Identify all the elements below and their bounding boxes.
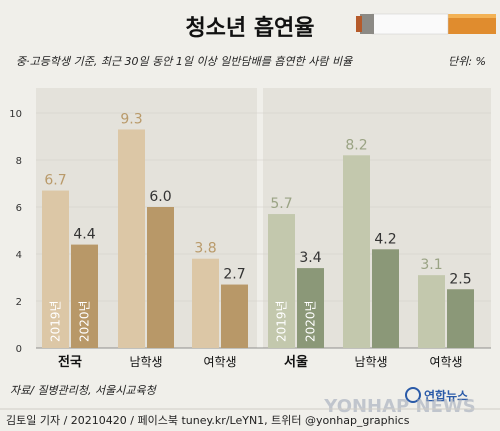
source-note: 자료/ 질병관리청, 서울시교육청 xyxy=(10,384,158,397)
bar xyxy=(343,155,370,348)
bar xyxy=(268,214,295,348)
y-tick-label: 6 xyxy=(16,203,22,214)
bar xyxy=(42,190,69,348)
data-label: 6.7 xyxy=(44,173,66,189)
y-tick-label: 10 xyxy=(9,109,22,120)
cigarette-icon xyxy=(356,13,496,35)
data-label: 3.4 xyxy=(299,250,321,266)
data-label: 4.2 xyxy=(374,231,396,247)
y-tick-label: 0 xyxy=(16,344,22,355)
y-axis: 0 2 4 6 8 10 xyxy=(9,109,491,355)
category-label: 여학생 xyxy=(429,355,462,369)
category-label: 여학생 xyxy=(203,355,236,369)
data-label: 3.8 xyxy=(194,241,216,257)
series-year-label: 2020년 xyxy=(78,300,92,342)
chart-subtitle: 중·고등학생 기준, 최근 30일 동안 1일 이상 일반담배를 흡연한 사람 … xyxy=(16,55,353,68)
category-label: 남학생 xyxy=(354,355,387,369)
category-label: 전국 xyxy=(58,354,82,370)
data-labels: 6.7 4.4 9.3 6.0 3.8 2.7 5.7 3.4 8.2 4.2 3.1 2.5 xyxy=(44,111,471,287)
bar xyxy=(297,268,324,348)
data-label: 8.2 xyxy=(345,137,367,153)
bar xyxy=(192,258,219,348)
bar xyxy=(372,249,399,348)
bar xyxy=(118,129,145,348)
y-tick-label: 2 xyxy=(16,297,22,308)
category-label: 남학생 xyxy=(129,355,162,369)
logo-text: 연합뉴스 xyxy=(424,388,468,403)
bar xyxy=(147,207,174,348)
category-labels: 전국 남학생 여학생 서울 남학생 여학생 xyxy=(58,354,463,370)
bar xyxy=(71,244,98,348)
yonhap-logo: 연합뉴스 xyxy=(405,387,468,403)
data-label: 6.0 xyxy=(149,189,171,205)
data-label: 4.4 xyxy=(73,227,95,243)
data-label: 2.7 xyxy=(223,267,245,283)
y-tick-label: 4 xyxy=(16,250,22,261)
bar xyxy=(447,289,474,348)
y-tick-label: 8 xyxy=(16,156,22,167)
bar xyxy=(221,284,248,348)
series-year-label: 2020년 xyxy=(304,300,318,342)
series-year-label: 2019년 xyxy=(275,300,289,342)
series-year-label: 2019년 xyxy=(49,300,63,342)
bar xyxy=(418,275,445,348)
unit-label: 단위: % xyxy=(448,55,486,68)
page-title: 청소년 흡연율 xyxy=(185,16,314,41)
data-label: 2.5 xyxy=(449,271,471,287)
data-label: 3.1 xyxy=(420,257,442,273)
watermark: YONHAP NEWS xyxy=(323,396,475,417)
data-label: 5.7 xyxy=(270,196,292,212)
data-label: 9.3 xyxy=(120,111,142,127)
bars: 2019년 2020년 2019년 2020년 xyxy=(42,129,474,348)
category-label: 서울 xyxy=(284,354,308,370)
credit-line: 김토일 기자 / 20210420 / 페이스북 tuney.kr/LeYN1,… xyxy=(6,413,410,427)
